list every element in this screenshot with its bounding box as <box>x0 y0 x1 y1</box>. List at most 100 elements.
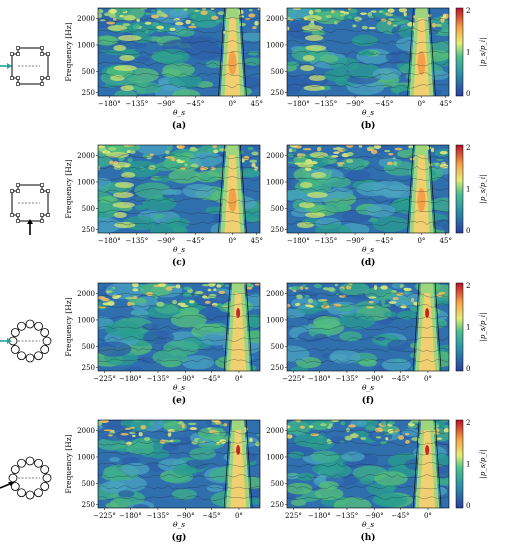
contour-line <box>287 429 449 435</box>
contour-line <box>98 83 260 89</box>
incidence-arrow-head <box>8 482 14 487</box>
contour-line <box>287 61 449 67</box>
plot-frame <box>97 7 261 97</box>
colorbar <box>455 282 464 372</box>
scatterer-cylinder <box>34 321 43 331</box>
y-tick-label: 250 <box>271 501 284 509</box>
x-tick-label: −90° <box>157 237 175 245</box>
panel-caption: (e) <box>172 395 186 406</box>
x-tick-label: −180° <box>119 375 142 383</box>
colorbar-label: |p_s/p_i| <box>479 450 487 479</box>
x-tick-label: −135° <box>315 100 338 108</box>
x-tick-label: 0° <box>235 375 243 383</box>
colorbar-label: |p_s/p_i| <box>479 313 487 342</box>
contour-line <box>287 473 449 479</box>
y-tick-label: 500 <box>82 68 95 76</box>
x-tick-label: −135° <box>126 237 149 245</box>
y-tick-label: 1000 <box>266 453 284 461</box>
geometry-notch <box>10 189 14 193</box>
geometry-notch <box>16 46 20 50</box>
x-tick-label: −90° <box>346 100 364 108</box>
x-tick-label: 0° <box>417 100 425 108</box>
x-tick-label: −180° <box>119 512 142 520</box>
scatterer-cylinder <box>40 465 50 474</box>
y-tick-label: 500 <box>82 205 95 213</box>
x-axis-label: θ_s <box>173 383 185 392</box>
scatterer-cylinder <box>25 353 35 363</box>
x-axis-label: θ_s <box>362 383 374 392</box>
x-tick-label: 225° <box>285 512 302 520</box>
plot-frame <box>286 144 450 234</box>
x-tick-label: −135° <box>147 512 170 520</box>
x-tick-label: −135° <box>315 237 338 245</box>
y-tick-label: 2000 <box>266 152 284 160</box>
x-tick-label: −45° <box>391 375 409 383</box>
contour-line <box>287 336 449 342</box>
panel-caption: (b) <box>361 120 376 131</box>
y-tick-label: 2000 <box>266 15 284 23</box>
ridge-contour <box>223 283 253 371</box>
contour-line <box>98 61 260 67</box>
plot-frame <box>286 7 450 97</box>
contour-line <box>98 165 260 171</box>
heatmap-pattern <box>98 420 260 508</box>
contour-line <box>98 430 260 435</box>
geometry-notch <box>46 76 50 80</box>
incidence-arrow-head <box>27 219 33 224</box>
x-tick-label: −45° <box>202 375 220 383</box>
contour-line <box>98 336 260 342</box>
ridge-contour <box>223 420 253 508</box>
y-tick-label: 250 <box>271 226 284 234</box>
x-axis-label: θ_s <box>173 520 185 529</box>
y-tick-label: 1000 <box>266 178 284 186</box>
scatterer-cylinder <box>25 319 35 329</box>
scatterer-cylinder <box>34 458 43 468</box>
ridge-peak <box>425 445 430 455</box>
x-axis-label: θ_s <box>362 108 374 117</box>
geometry-notch <box>10 76 14 80</box>
ridge-contour <box>412 283 442 371</box>
figure-row: 2000 1000 500 250 Frequency [Hz] −180° −135° −9… <box>0 7 487 131</box>
ridge-contour <box>407 8 436 96</box>
y-tick-label: 250 <box>271 364 284 372</box>
y-tick-label: 500 <box>271 480 284 488</box>
ridge-peak <box>236 308 241 318</box>
geometry-notch <box>40 52 44 56</box>
y-axis-label: Frequency [Hz] <box>64 434 73 493</box>
x-tick-label: −180° <box>308 512 331 520</box>
geometry-notch <box>16 213 20 217</box>
contour-line <box>98 154 260 159</box>
scatterer-cylinder <box>17 458 26 468</box>
scatterer-cylinder <box>25 456 35 466</box>
colorbar-tick-label: 2 <box>466 282 470 290</box>
x-tick-label: −180° <box>98 100 121 108</box>
contour-line <box>287 176 449 182</box>
panel-caption: (a) <box>172 120 186 131</box>
figure-row: 2000 1000 500 250 Frequency [Hz] −180° −135° −9… <box>10 144 487 268</box>
x-tick-label: −45° <box>186 237 204 245</box>
x-tick-label: −180° <box>287 100 310 108</box>
scatterer-cylinder <box>10 345 20 354</box>
x-tick-label: −45° <box>202 512 220 520</box>
ridge-peak <box>236 445 241 455</box>
x-tick-label: 0° <box>228 237 236 245</box>
x-tick-label: −90° <box>176 512 194 520</box>
scatterer-cylinder <box>17 321 26 331</box>
y-tick-label: 250 <box>82 364 95 372</box>
colorbar-tick-label: 0 <box>466 365 470 373</box>
x-tick-label: −225° <box>93 375 116 383</box>
ridge-peak <box>228 51 237 75</box>
geometry-notch <box>46 213 50 217</box>
contour-line <box>287 83 449 89</box>
heatmap-pattern <box>287 145 449 233</box>
scatterer-cylinder <box>10 328 20 337</box>
contour-line <box>98 292 260 298</box>
contour-line <box>287 17 449 23</box>
y-tick-label: 1000 <box>77 178 95 186</box>
y-tick-label: 250 <box>82 89 95 97</box>
ridge-peak <box>425 308 430 318</box>
panel-caption: (f) <box>362 395 374 406</box>
contour-line <box>98 462 260 468</box>
